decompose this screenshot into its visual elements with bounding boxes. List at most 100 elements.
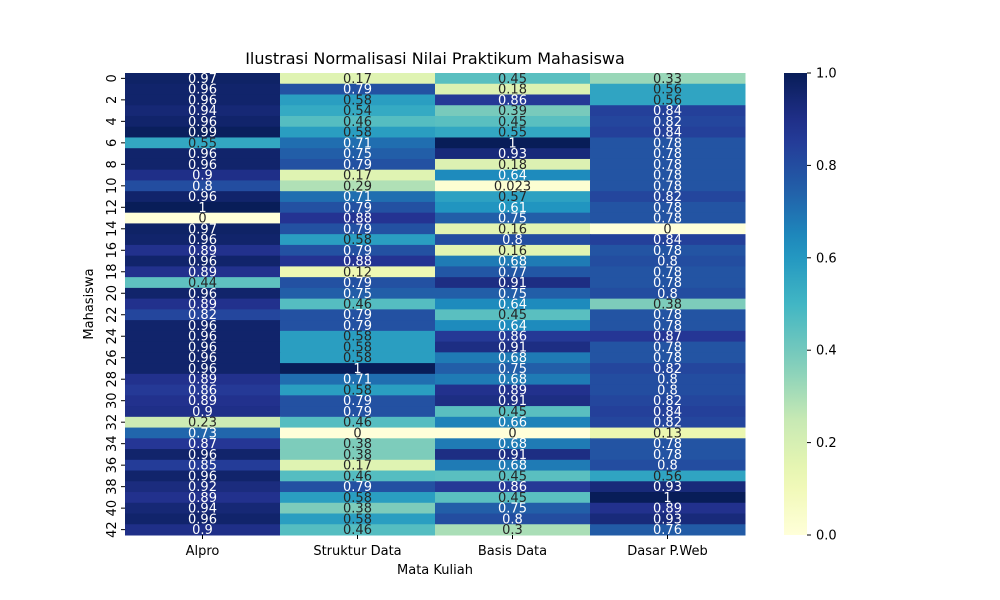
- y-tick-label: 18: [105, 263, 120, 280]
- heatmap-cell: [590, 384, 746, 396]
- cell-value-label: 1: [198, 201, 206, 216]
- y-tick-label: 4: [105, 117, 120, 125]
- cell-value-label: 0.45: [498, 115, 527, 130]
- cell-value-label: 0.96: [188, 287, 217, 302]
- heatmap-cell: [280, 341, 436, 353]
- heatmap-cell: [435, 492, 591, 504]
- heatmap-cell: [435, 341, 591, 353]
- cell-value-label: 0.39: [498, 104, 527, 119]
- cell-value-label: 0.8: [502, 233, 523, 248]
- heatmap-cell: [590, 169, 746, 181]
- cell-value-label: 0.78: [653, 169, 682, 184]
- heatmap-cell: [125, 266, 281, 278]
- heatmap-cell: [280, 449, 436, 461]
- cell-value-label: 0.64: [498, 319, 527, 334]
- cell-value-label: 0.9: [192, 405, 213, 420]
- heatmap-cell: [435, 191, 591, 203]
- heatmap-cell: [125, 115, 281, 128]
- heatmap-cell: [435, 438, 591, 450]
- heatmap-cell: [435, 384, 591, 396]
- y-axis-label: Mahasiswa: [82, 268, 97, 339]
- heatmap-cell: [435, 330, 591, 343]
- heatmap-cell: [590, 158, 746, 171]
- y-tick-label: 12: [105, 199, 120, 216]
- heatmap-cell: [590, 212, 746, 224]
- heatmap-cell: [435, 158, 591, 171]
- heatmap-cell: [435, 180, 591, 192]
- cell-value-label: 1: [508, 136, 516, 151]
- heatmap-cell: [280, 137, 436, 149]
- heatmap-cell: [280, 373, 436, 386]
- heatmap-cell: [435, 320, 591, 332]
- heatmap-cell: [435, 137, 591, 149]
- heatmap-cell: [435, 201, 591, 214]
- cell-value-label: 0.79: [343, 405, 372, 420]
- heatmap-cell: [590, 277, 746, 289]
- heatmap-cell: [435, 244, 591, 257]
- cell-value-label: 0.45: [498, 72, 527, 87]
- cell-value-label: 0.68: [498, 351, 527, 366]
- heatmap-cell: [280, 115, 436, 128]
- heatmap-cell: [125, 255, 281, 267]
- cell-value-label: 0.96: [188, 330, 217, 345]
- heatmap-cell: [590, 115, 746, 128]
- cell-value-label: 0.023: [494, 179, 531, 194]
- heatmap-cell: [280, 223, 436, 235]
- heatmap-cell: [590, 309, 746, 321]
- cell-value-label: 0.82: [653, 416, 682, 431]
- cell-value-label: 0.94: [188, 502, 217, 517]
- heatmap-cell: [125, 234, 281, 246]
- cell-value-label: 0.76: [653, 523, 682, 538]
- heatmap-cell: [435, 481, 591, 493]
- cell-value-label: 0.46: [343, 298, 372, 313]
- cell-value-label: 0.91: [498, 340, 527, 355]
- cell-value-label: 0.8: [192, 179, 213, 194]
- cell-value-label: 0.86: [498, 93, 527, 108]
- heatmap-cell: [590, 513, 746, 525]
- cell-value-label: 0.18: [498, 83, 527, 98]
- heatmap-cell: [590, 266, 746, 278]
- cell-value-label: 0.8: [657, 459, 678, 474]
- heatmap-cell: [280, 201, 436, 214]
- heatmap-cell: [435, 427, 591, 439]
- heatmap-cell: [590, 492, 746, 504]
- cell-value-label: 0.89: [188, 265, 217, 280]
- heatmap-cell: [280, 234, 436, 246]
- cell-value-label: 0.64: [498, 298, 527, 313]
- heatmap-cell: [590, 73, 746, 85]
- heatmap-cell: [280, 406, 436, 418]
- heatmap-cell: [125, 438, 281, 450]
- cell-value-label: 0.68: [498, 437, 527, 452]
- cell-value-label: 0.79: [343, 83, 372, 98]
- heatmap-cell: [125, 427, 281, 439]
- cell-value-label: 0.55: [188, 136, 217, 151]
- cell-value-label: 0.16: [498, 244, 527, 259]
- cell-value-label: 0.38: [343, 448, 372, 463]
- heatmap-cell: [435, 416, 591, 429]
- heatmap-cell: [280, 352, 436, 364]
- cell-value-label: 0.58: [343, 340, 372, 355]
- y-tick-label: 8: [105, 160, 120, 168]
- cell-value-label: 0.17: [343, 72, 372, 87]
- cell-value-label: 0.3: [502, 523, 523, 538]
- heatmap-cell: [590, 244, 746, 257]
- heatmap-cell: [435, 266, 591, 278]
- cell-value-label: 0.38: [343, 437, 372, 452]
- cell-value-label: 0.78: [653, 158, 682, 173]
- y-tick-label: 30: [105, 392, 120, 409]
- heatmap-cell: [435, 352, 591, 364]
- heatmap-cell: [435, 115, 591, 128]
- cell-value-label: 0.96: [188, 158, 217, 173]
- cell-value-label: 0.57: [498, 190, 527, 205]
- cell-value-label: 0.79: [343, 480, 372, 495]
- heatmap-cell: [125, 191, 281, 203]
- cell-value-label: 0.61: [498, 201, 527, 216]
- cell-value-label: 0.64: [498, 169, 527, 184]
- cell-value-label: 0.82: [653, 115, 682, 130]
- heatmap-cell: [435, 83, 591, 95]
- cell-value-label: 0.87: [653, 330, 682, 345]
- cell-value-label: 0.46: [343, 416, 372, 431]
- cell-value-label: 0.9: [192, 169, 213, 184]
- heatmap-cell: [125, 277, 281, 289]
